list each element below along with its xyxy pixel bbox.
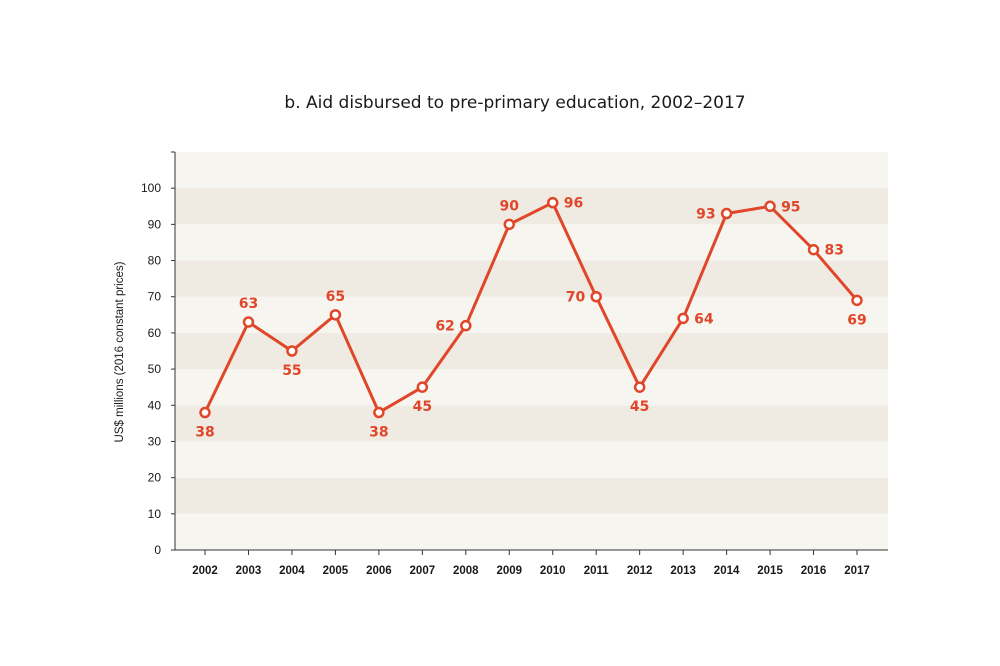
data-label: 83	[825, 243, 844, 259]
data-label: 64	[694, 311, 714, 327]
y-tick-label: 50	[148, 362, 162, 376]
data-label: 38	[369, 425, 388, 441]
data-point	[416, 381, 429, 393]
x-tick-label: 2010	[540, 565, 566, 577]
data-label: 63	[239, 296, 258, 312]
y-tick-label: 70	[148, 290, 162, 304]
y-tick-label: 20	[148, 471, 162, 485]
y-tick-label: 0	[154, 543, 161, 557]
data-point	[503, 218, 516, 231]
y-tick-label: 60	[148, 326, 162, 340]
x-tick-label: 2015	[757, 565, 783, 577]
y-axis-label: US$ millions (2016 constant prices)	[114, 261, 126, 442]
x-tick-label: 2011	[584, 565, 610, 577]
data-point	[460, 319, 472, 332]
x-tick-label: 2007	[410, 565, 436, 577]
plot-background-bands	[175, 152, 888, 550]
grid-band	[175, 260, 888, 297]
data-label: 93	[696, 207, 715, 223]
data-points	[199, 196, 863, 419]
x-tick-label: 2002	[192, 565, 218, 577]
x-tick-label: 2009	[496, 565, 522, 577]
y-tick-label: 90	[148, 217, 162, 231]
x-tick-label: 2014	[714, 565, 740, 577]
data-label: 90	[500, 198, 520, 214]
data-point	[633, 381, 646, 393]
data-label: 55	[282, 363, 301, 379]
data-labels: 38 63 55 65 38 45 62 90 96 70 45 64 93 95 83 69	[195, 196, 866, 441]
data-label: 95	[781, 199, 800, 215]
x-tick-label: 2012	[627, 565, 653, 577]
grid-band	[175, 152, 888, 189]
data-point	[590, 290, 602, 303]
data-label: 69	[847, 312, 866, 328]
data-point	[851, 294, 863, 307]
x-tick-label: 2017	[844, 565, 870, 577]
data-point	[286, 345, 298, 357]
data-label: 45	[630, 399, 649, 415]
x-tick-labels: 2002 2003 2004 2005 2006 2007 2008 2009 2010 2011…	[192, 550, 870, 577]
x-tick-label: 2005	[323, 565, 349, 577]
x-tick-label: 2003	[236, 565, 262, 577]
data-label: 70	[566, 290, 586, 306]
data-point	[329, 309, 342, 321]
grid-band	[175, 296, 888, 333]
y-tick-labels: 0 10 20 30 40 50 60 70 80 90 100	[141, 151, 175, 557]
data-label: 45	[413, 399, 432, 415]
data-label: 96	[564, 196, 583, 212]
grid-band	[175, 441, 888, 478]
series-line	[203, 201, 859, 414]
x-tick-label: 2006	[366, 565, 392, 577]
axes	[174, 152, 888, 551]
x-tick-label: 2013	[670, 565, 696, 577]
data-label: 38	[195, 425, 214, 441]
data-point	[373, 406, 385, 419]
x-tick-label: 2008	[453, 565, 479, 577]
data-point	[807, 243, 820, 256]
y-tick-label: 40	[148, 398, 162, 412]
y-tick-label: 100	[141, 181, 161, 195]
data-point	[242, 316, 255, 328]
y-tick-label: 10	[148, 507, 162, 521]
data-label: 65	[326, 289, 345, 305]
x-tick-label: 2004	[279, 565, 305, 577]
y-tick-label: 80	[148, 254, 162, 268]
grid-band	[175, 477, 888, 514]
data-point	[764, 200, 776, 213]
data-point	[199, 406, 211, 419]
chart-title: b. Aid disbursed to pre-primary educatio…	[284, 93, 745, 113]
data-point	[546, 196, 559, 209]
grid-band	[175, 513, 888, 550]
grid-band	[175, 369, 888, 406]
y-tick-label: 30	[148, 434, 162, 448]
x-tick-label: 2016	[801, 565, 827, 577]
grid-band	[175, 405, 888, 442]
data-point	[677, 312, 689, 325]
data-label: 62	[435, 319, 454, 335]
data-point	[720, 207, 733, 220]
grid-band	[175, 224, 888, 261]
